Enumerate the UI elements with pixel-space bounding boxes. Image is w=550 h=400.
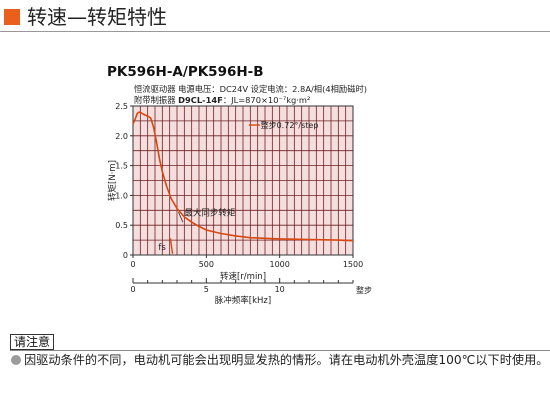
header-divider [0,31,550,32]
y-tick-label: 1.5 [115,162,128,171]
secondary-x-axis-ticks: 0 5 10 [130,278,354,294]
spec-line-2-suffix: ：JL=870×10⁻⁷kg·m² [222,95,311,105]
notice-divider [10,350,550,351]
section-marker-icon [4,9,20,25]
x-tick-label: 1000 [269,260,289,269]
x-axis-label: 转速[r/min] [220,271,266,282]
x-axis-ticks: 0 500 1000 1500 [130,255,363,269]
spec-line-2-prefix: 附带制振器 [134,95,179,105]
damper-model: D9CL-14F [178,95,223,105]
x-tick-label: 1500 [343,260,363,269]
section-title: 转速—转矩特性 [27,5,167,29]
x2-tick-label: 0 [130,285,135,294]
curve-label-leader [178,211,184,223]
x2-tick-label: 5 [204,285,209,294]
y-axis-ticks: 0 0.5 1.0 1.5 2.0 2.5 [115,102,133,260]
notice-text: 因驱动条件的不同，电动机可能会出现明显发热的情形。请在电动机外壳温度100℃以下… [24,353,549,367]
secondary-x-axis-note: 整步 [356,285,372,295]
secondary-x-axis-label: 脉冲频率[kHz] [215,295,271,306]
x-tick-label: 0 [130,260,135,269]
torque-speed-chart: 0 0.5 1.0 1.5 2.0 2.5 0 500 1000 1500 转矩[N·m] 转速… [107,102,372,306]
model-title: PK596H-A/PK596H-B [107,64,264,80]
legend-label: 整步0.72°/step [261,120,319,130]
bullet-icon [11,355,21,365]
y-tick-label: 2.5 [115,102,128,111]
curve-label: 最大同步转矩 [184,208,236,219]
spec-line-2: 附带制振器 D9CL-14F：JL=870×10⁻⁷kg·m² [134,95,310,106]
spec-line-1: 恒流驱动器 电源电压：DC24V 设定电流：2.8A/相(4相励磁时) [134,84,368,94]
y-tick-label: 0.5 [115,221,128,230]
y-tick-label: 1.0 [115,191,128,200]
y-tick-label: 0 [123,251,128,260]
fs-marker-line [169,238,174,254]
y-tick-label: 2.0 [115,132,128,141]
notice-badge: 请注意 [10,334,54,350]
y-axis-label: 转矩[N·m] [107,160,118,201]
fs-label: fs [158,243,166,253]
torque-curve [132,111,354,242]
section-header: 转速—转矩特性 [0,0,550,36]
plot-frame [132,105,354,256]
notice-label: 请注意 [13,335,50,349]
x-tick-label: 500 [199,260,214,269]
x2-tick-label: 10 [275,285,285,294]
